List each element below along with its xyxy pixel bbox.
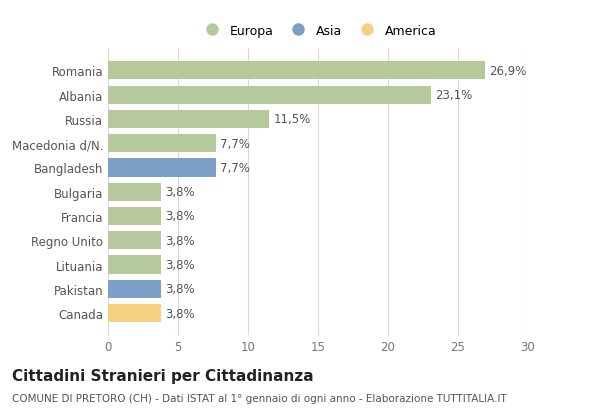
Bar — [108, 256, 161, 274]
Text: 3,8%: 3,8% — [166, 234, 195, 247]
Text: 3,8%: 3,8% — [166, 258, 195, 271]
Bar — [108, 304, 161, 322]
Bar — [108, 110, 269, 129]
Bar — [108, 207, 161, 225]
Text: 7,7%: 7,7% — [220, 162, 250, 175]
Text: 3,8%: 3,8% — [166, 210, 195, 223]
Text: 3,8%: 3,8% — [166, 307, 195, 320]
Bar — [108, 280, 161, 298]
Bar — [108, 62, 485, 80]
Text: 26,9%: 26,9% — [489, 65, 526, 78]
Text: 11,5%: 11,5% — [273, 113, 310, 126]
Text: 7,7%: 7,7% — [220, 137, 250, 150]
Bar — [108, 183, 161, 201]
Bar — [108, 86, 431, 104]
Text: 3,8%: 3,8% — [166, 186, 195, 199]
Legend: Europa, Asia, America: Europa, Asia, America — [196, 21, 440, 41]
Bar — [108, 231, 161, 250]
Text: 3,8%: 3,8% — [166, 283, 195, 296]
Text: Cittadini Stranieri per Cittadinanza: Cittadini Stranieri per Cittadinanza — [12, 368, 314, 383]
Text: COMUNE DI PRETORO (CH) - Dati ISTAT al 1° gennaio di ogni anno - Elaborazione TU: COMUNE DI PRETORO (CH) - Dati ISTAT al 1… — [12, 393, 507, 402]
Bar — [108, 135, 216, 153]
Text: 23,1%: 23,1% — [436, 89, 473, 102]
Bar — [108, 159, 216, 177]
